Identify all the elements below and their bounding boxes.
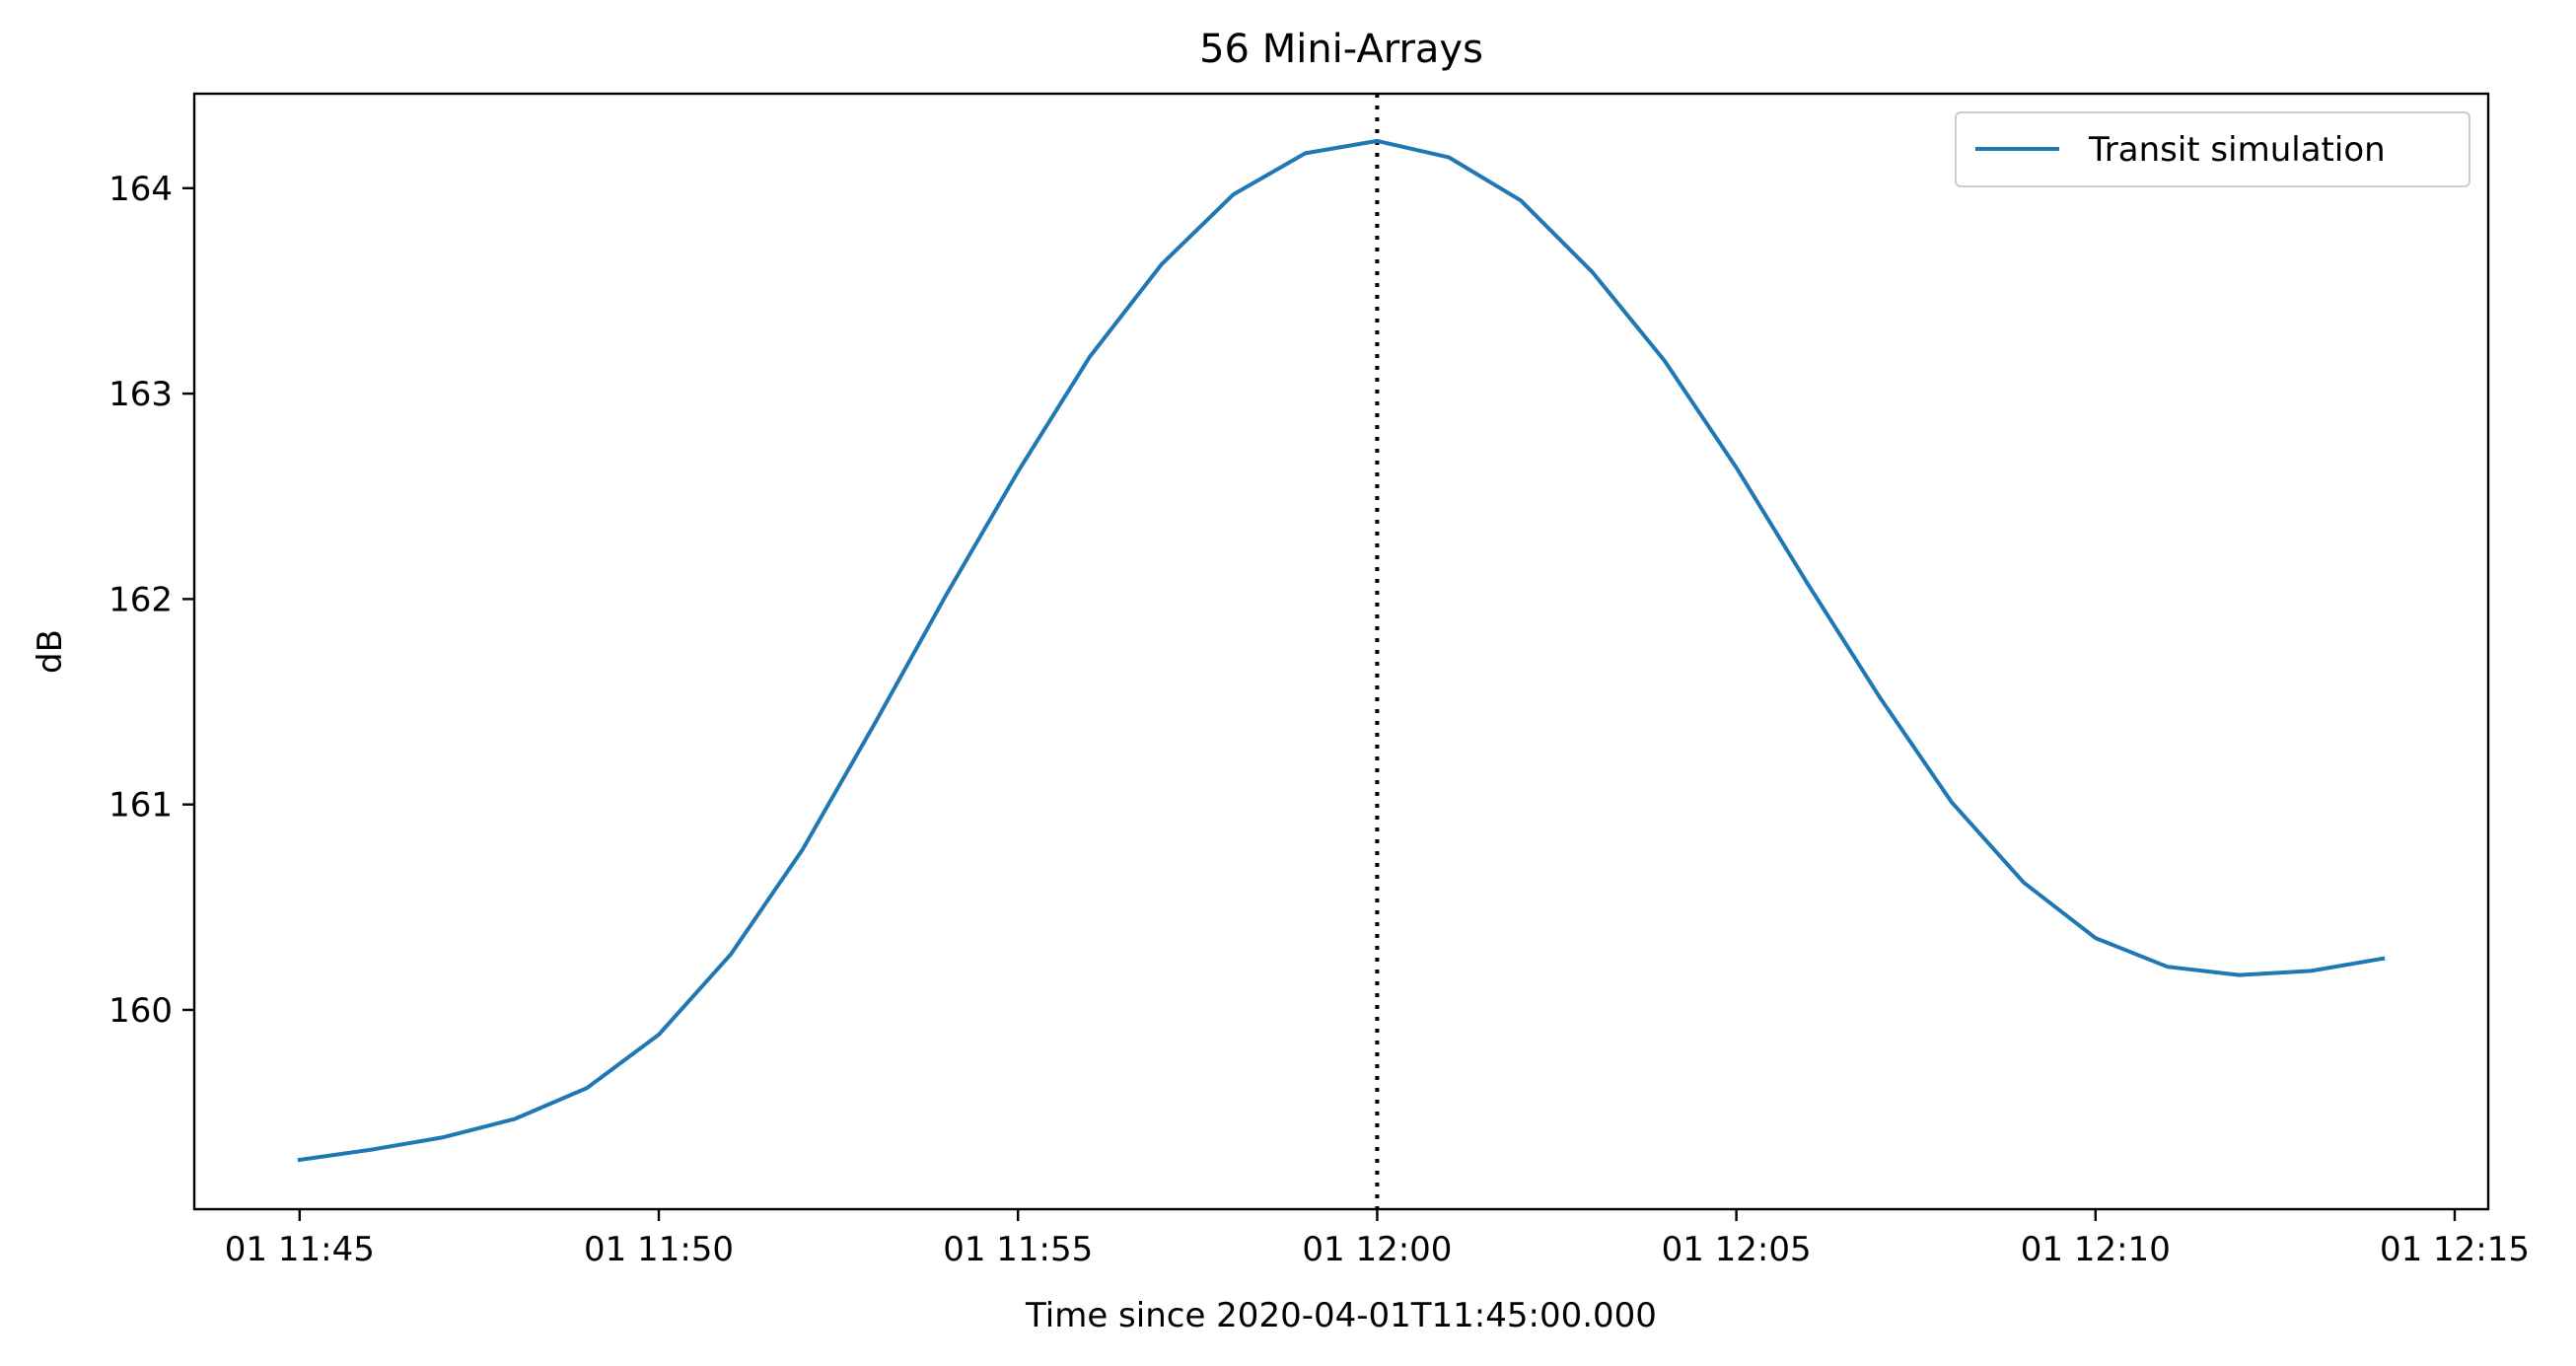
x-tick-label: 01 12:00 [1302,1230,1452,1269]
x-tick-label: 01 12:10 [2021,1230,2171,1269]
x-tick-label: 01 11:55 [943,1230,1093,1269]
x-tick-label: 01 12:05 [1662,1230,1812,1269]
y-tick-label: 162 [108,580,173,619]
y-tick-label: 161 [108,786,173,826]
y-tick-label: 160 [108,991,173,1031]
axes-frame [192,92,2490,1211]
x-tick-label: 01 12:15 [2380,1230,2530,1269]
legend-box [1955,111,2470,187]
y-tick-label: 164 [108,170,173,209]
legend-label: Transit simulation [2088,130,2386,170]
y-axis-label: dB [31,629,70,674]
legend: Transit simulation [1955,111,2470,187]
y-tick-label: 163 [108,375,173,414]
x-axis-label: Time since 2020-04-01T11:45:00.000 [1025,1296,1657,1335]
x-axis-ticks: 01 11:45 01 11:50 01 11:55 01 12:00 01 12:05… [225,1209,2530,1269]
plot-area: 160 161 162 163 164 01 11:45 01 11:50 01 11:55… [108,92,2530,1269]
y-axis-ticks: 160 161 162 163 164 [108,170,194,1031]
x-tick-label: 01 11:50 [584,1230,734,1269]
chart-title: 56 Mini-Arrays [1199,27,1483,72]
series-line-transit-simulation [297,138,2386,1163]
x-tick-label: 01 11:45 [225,1230,375,1269]
